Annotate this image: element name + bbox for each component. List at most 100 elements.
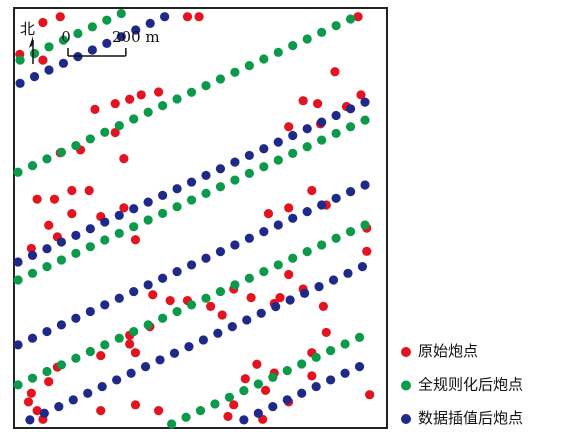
- shot-point: [140, 361, 151, 372]
- shot-point: [275, 293, 285, 303]
- shot-point: [27, 268, 38, 278]
- shot-point: [56, 320, 67, 330]
- shot-point: [100, 235, 110, 245]
- shot-point: [326, 375, 336, 385]
- shot-point: [165, 295, 175, 306]
- shot-point: [96, 350, 106, 361]
- shot-point: [230, 67, 240, 77]
- shot-point: [326, 346, 336, 356]
- shot-point: [32, 406, 42, 416]
- shot-point: [331, 110, 341, 121]
- shot-point: [273, 47, 283, 57]
- shot-point: [114, 121, 124, 131]
- shot-point: [259, 54, 269, 64]
- shot-point: [110, 98, 120, 109]
- shot-point: [201, 170, 211, 181]
- shot-point: [331, 128, 341, 139]
- shot-point: [288, 41, 298, 51]
- shot-point: [230, 280, 240, 290]
- shot-point: [215, 164, 226, 174]
- shot-point: [198, 335, 208, 345]
- shot-point: [244, 273, 254, 283]
- shot-point: [345, 122, 356, 132]
- shot-point: [215, 247, 226, 257]
- shot-point: [100, 127, 110, 137]
- shot-point: [331, 21, 341, 31]
- shot-point: [328, 275, 339, 285]
- shot-point: [27, 160, 38, 171]
- shot-point: [38, 55, 48, 65]
- scale-bar-label: 200 m: [112, 28, 160, 46]
- shot-point: [288, 213, 298, 223]
- shot-point: [330, 67, 340, 77]
- shot-point: [345, 187, 356, 197]
- shot-point: [297, 388, 307, 398]
- shot-point: [129, 326, 139, 337]
- shot-point: [148, 290, 158, 300]
- shot-point: [143, 280, 153, 290]
- shot-point: [44, 65, 54, 75]
- shot-point: [169, 348, 180, 358]
- shot-point: [284, 269, 294, 280]
- shot-point: [345, 14, 356, 24]
- shot-point: [360, 220, 370, 230]
- shot-point: [145, 18, 155, 28]
- shot-point: [158, 101, 168, 111]
- shot-point: [217, 310, 227, 320]
- shot-point: [42, 366, 52, 377]
- shot-point: [85, 306, 95, 317]
- shot-point: [321, 327, 331, 338]
- shot-point: [68, 395, 78, 405]
- shot-point: [114, 228, 124, 238]
- shot-point: [172, 266, 182, 277]
- shot-point: [273, 155, 283, 165]
- shot-point: [153, 87, 164, 97]
- shot-point: [15, 78, 25, 88]
- shot-point: [298, 96, 308, 106]
- shot-point: [273, 260, 283, 270]
- shot-point: [253, 408, 263, 418]
- shot-point: [85, 346, 95, 357]
- shot-point: [195, 406, 206, 416]
- shot-point: [143, 320, 153, 330]
- shot-point: [27, 333, 38, 343]
- shot-point: [282, 395, 292, 405]
- shot-point: [73, 28, 83, 39]
- shot-point: [87, 22, 97, 32]
- shot-point: [153, 406, 164, 416]
- shot-point: [263, 209, 274, 219]
- shot-point: [42, 154, 52, 164]
- shot-point: [357, 262, 368, 272]
- legend-marker: [401, 347, 411, 357]
- shot-point: [253, 379, 263, 389]
- shot-point: [259, 266, 269, 277]
- shot-point: [44, 220, 54, 230]
- shot-point: [201, 253, 211, 263]
- shot-point: [201, 188, 211, 198]
- shot-point: [166, 419, 177, 429]
- shot-point: [302, 247, 312, 257]
- shot-point: [13, 340, 23, 350]
- shot-point: [90, 104, 100, 114]
- shot-point: [240, 374, 250, 384]
- shot-point: [25, 415, 35, 425]
- shot-point: [184, 342, 194, 352]
- shot-point: [38, 17, 48, 28]
- shot-point: [307, 371, 317, 381]
- shot-point: [181, 412, 191, 422]
- shot-point: [116, 8, 126, 19]
- shot-point: [71, 313, 81, 323]
- shot-point: [360, 180, 370, 190]
- shot-point: [155, 355, 165, 365]
- shot-point: [110, 127, 120, 138]
- shot-point: [172, 184, 182, 194]
- shot-point: [29, 48, 40, 59]
- shot-point: [259, 227, 269, 237]
- shot-point: [131, 25, 141, 35]
- shot-point: [360, 115, 370, 125]
- shot-point: [42, 262, 52, 272]
- shot-point: [125, 339, 135, 349]
- north-label: 北: [20, 20, 35, 38]
- shot-point: [100, 340, 110, 350]
- shot-point: [143, 197, 153, 207]
